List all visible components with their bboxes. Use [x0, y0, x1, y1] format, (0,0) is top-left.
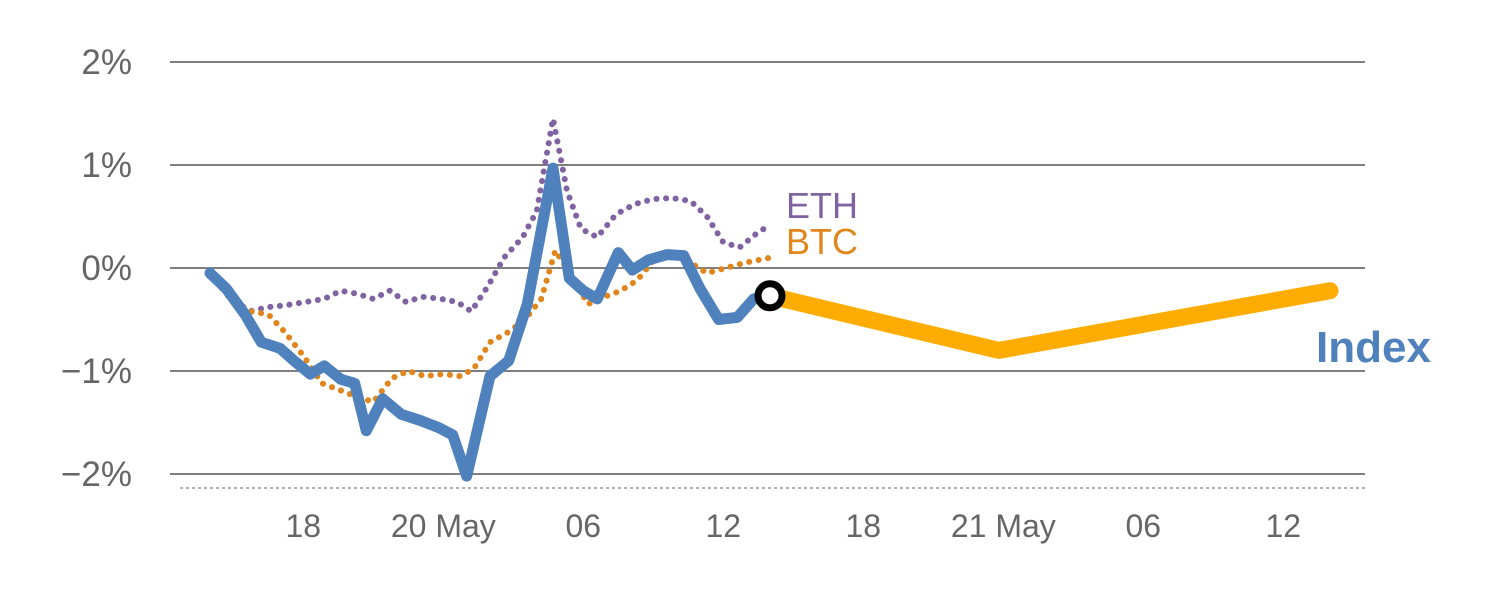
x-tick-label: 06: [1126, 508, 1162, 544]
x-tick-label: 12: [1266, 508, 1302, 544]
y-tick-label: 2%: [81, 43, 132, 82]
x-tick-label: 18: [846, 508, 882, 544]
x-tick-label: 06: [566, 508, 602, 544]
x-tick-label: 21 May: [951, 508, 1056, 544]
forecast-line: [761, 282, 1339, 359]
btc-series-label: BTC: [786, 221, 858, 262]
eth-line: [207, 115, 773, 315]
y-tick-label: 1%: [81, 146, 132, 185]
eth-series-label: ETH: [786, 185, 858, 226]
x-tick-label: 18: [286, 508, 322, 544]
y-tick-label: −2%: [61, 455, 132, 494]
now-marker: [754, 280, 786, 312]
x-tick-label: 20 May: [391, 508, 496, 544]
index-series-label: Index: [1316, 323, 1431, 372]
y-tick-label: −1%: [61, 352, 132, 391]
x-tick-label: 12: [706, 508, 742, 544]
index-line: [204, 162, 776, 482]
y-tick-label: 0%: [81, 249, 132, 288]
